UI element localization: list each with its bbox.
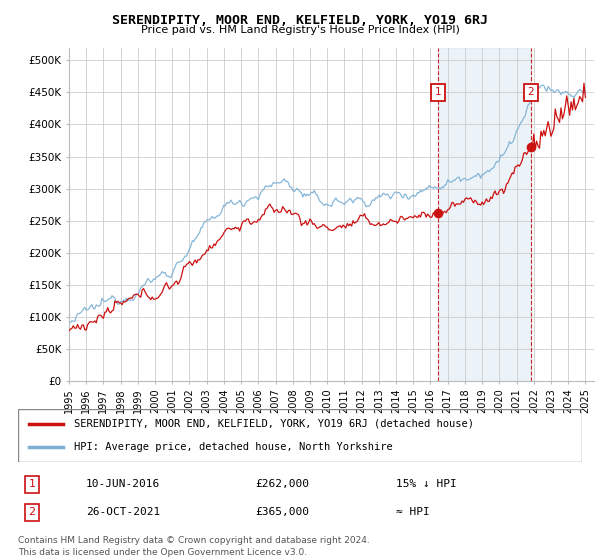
Text: 10-JUN-2016: 10-JUN-2016 bbox=[86, 479, 160, 489]
Text: SERENDIPITY, MOOR END, KELFIELD, YORK, YO19 6RJ (detached house): SERENDIPITY, MOOR END, KELFIELD, YORK, Y… bbox=[74, 419, 475, 429]
Text: HPI: Average price, detached house, North Yorkshire: HPI: Average price, detached house, Nort… bbox=[74, 442, 393, 452]
Text: SERENDIPITY, MOOR END, KELFIELD, YORK, YO19 6RJ: SERENDIPITY, MOOR END, KELFIELD, YORK, Y… bbox=[112, 14, 488, 27]
Text: 1: 1 bbox=[29, 479, 35, 489]
Text: This data is licensed under the Open Government Licence v3.0.: This data is licensed under the Open Gov… bbox=[18, 548, 307, 557]
Text: 2: 2 bbox=[29, 507, 35, 517]
Text: 15% ↓ HPI: 15% ↓ HPI bbox=[396, 479, 457, 489]
Text: Price paid vs. HM Land Registry's House Price Index (HPI): Price paid vs. HM Land Registry's House … bbox=[140, 25, 460, 35]
Text: £365,000: £365,000 bbox=[255, 507, 309, 517]
Text: ≈ HPI: ≈ HPI bbox=[396, 507, 430, 517]
Bar bbox=[438, 48, 530, 381]
Text: 26-OCT-2021: 26-OCT-2021 bbox=[86, 507, 160, 517]
Text: 1: 1 bbox=[435, 87, 442, 97]
Text: £262,000: £262,000 bbox=[255, 479, 309, 489]
Text: 2: 2 bbox=[527, 87, 534, 97]
Text: Contains HM Land Registry data © Crown copyright and database right 2024.: Contains HM Land Registry data © Crown c… bbox=[18, 536, 370, 545]
